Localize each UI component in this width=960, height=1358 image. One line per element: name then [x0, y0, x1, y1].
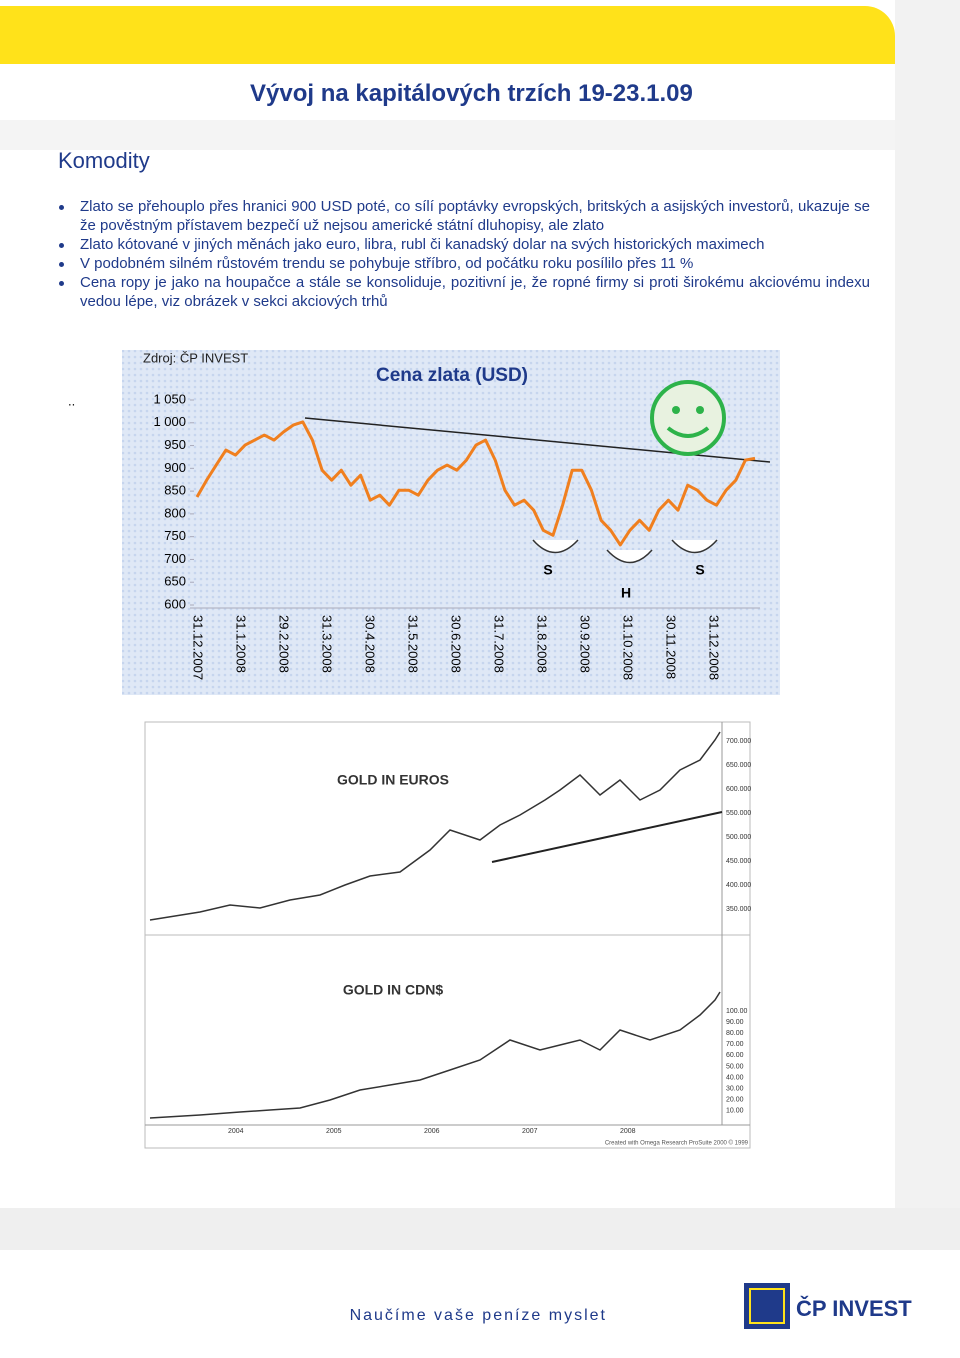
shoulder-arc: [671, 539, 718, 554]
year-label: 2004: [228, 1128, 244, 1135]
panel-tick: 80.00: [726, 1030, 744, 1037]
section-title: Komodity: [58, 148, 150, 173]
x-tick-label: 31.7.2008: [492, 615, 507, 673]
panel-tick: 50.00: [726, 1063, 744, 1070]
year-label: 2007: [522, 1128, 538, 1135]
page-title: Vývoj na kapitálových trzích 19-23.1.09: [250, 80, 693, 107]
annotation: S: [695, 562, 704, 578]
year-label: 2008: [620, 1128, 636, 1135]
x-tick-label: 31.1.2008: [234, 615, 249, 673]
x-tick-label: 31.12.2008: [707, 615, 722, 680]
smiley-eye: [696, 406, 704, 414]
panel-tick: 30.00: [726, 1086, 744, 1093]
panel-tick: 450.000: [726, 858, 751, 865]
panel-tick: 10.00: [726, 1108, 744, 1115]
panel-title: GOLD IN EUROS: [337, 772, 449, 788]
year-label: 2006: [424, 1128, 440, 1135]
y-tick-label: 800: [164, 505, 186, 520]
annotation: H: [621, 585, 631, 601]
y-tick-label: 950: [164, 437, 186, 452]
chart-title: Cena zlata (USD): [376, 365, 528, 386]
panel-tick: 40.00: [726, 1074, 744, 1081]
source: Zdroj: ČP INVEST: [143, 350, 248, 365]
panel-tick: 500.000: [726, 834, 751, 841]
x-tick-label: 31.8.2008: [535, 615, 550, 673]
annotation: S: [543, 562, 552, 578]
year-label: 2005: [326, 1128, 342, 1135]
x-tick-label: 30.9.2008: [578, 615, 593, 673]
price-sketch: [149, 731, 721, 921]
header-shadow: [0, 120, 895, 150]
bullet: V podobném silném růstovém trendu se poh…: [59, 254, 870, 273]
logo-frame: [749, 1288, 785, 1324]
panel-tick: 650.000: [726, 762, 751, 769]
x-tick-label: 30.4.2008: [363, 615, 378, 673]
panel-tick: 400.000: [726, 882, 751, 889]
x-tick-label: 30.6.2008: [449, 615, 464, 673]
smiley-mouth: [666, 426, 710, 438]
logo: [744, 1283, 790, 1329]
smiley-eye: [672, 406, 680, 414]
x-tick-label: 31.5.2008: [406, 615, 421, 673]
y-tick-label: 700: [164, 551, 186, 566]
price-line: [195, 420, 756, 547]
header-band: [0, 6, 895, 64]
bullet: Cena ropy je jako na houpačce a stále se…: [59, 274, 870, 310]
y-tick-label: 1 050: [153, 391, 186, 406]
y-tick-label: 850: [164, 483, 186, 498]
note: ..: [68, 393, 75, 408]
panel-tick: 350.000: [726, 906, 751, 913]
panel-title: GOLD IN CDN$: [343, 982, 444, 998]
side-band: [895, 0, 960, 1250]
footer-slogan: Naučíme vaše peníze myslet: [350, 1307, 607, 1324]
panel-tick: 20.00: [726, 1097, 744, 1104]
credit: Created with Omega Research ProSuite 200…: [605, 1140, 749, 1147]
y-tick-label: 750: [164, 528, 186, 543]
bullet: Zlato kótované v jiných měnách jako euro…: [59, 235, 870, 254]
footer-brand: ČP INVEST: [796, 1296, 912, 1321]
y-tick-label: 600: [164, 596, 186, 611]
x-tick-label: 31.12.2007: [191, 615, 206, 680]
x-tick-label: 31.3.2008: [320, 615, 335, 673]
smiley: [650, 380, 726, 456]
y-tick-label: 1 000: [153, 414, 186, 429]
panel-tick: 70.00: [726, 1041, 744, 1048]
trend-sketch: [491, 811, 723, 863]
panel-tick: 550.000: [726, 810, 751, 817]
panel-tick: 100.00: [726, 1008, 748, 1015]
head-arc: [606, 549, 653, 564]
bullet: Zlato se přehouplo přes hranici 900 USD …: [59, 198, 870, 234]
price-sketch: [149, 991, 721, 1119]
panel-tick: 60.00: [726, 1052, 744, 1059]
panel-tick: 90.00: [726, 1019, 744, 1026]
x-tick-label: 30.11.2008: [664, 615, 679, 679]
shoulder-arc: [532, 539, 579, 554]
panel-tick: 600.000: [726, 786, 751, 793]
y-tick-label: 650: [164, 574, 186, 589]
x-tick-label: 31.10.2008: [621, 615, 636, 680]
footer-band: [0, 1208, 960, 1250]
panel-tick: 700.000: [726, 738, 751, 745]
bullet-list: Zlato se přehouplo přes hranici 900 USD …: [58, 197, 870, 311]
x-tick-label: 29.2.2008: [277, 615, 292, 673]
y-tick-label: 900: [164, 460, 186, 475]
